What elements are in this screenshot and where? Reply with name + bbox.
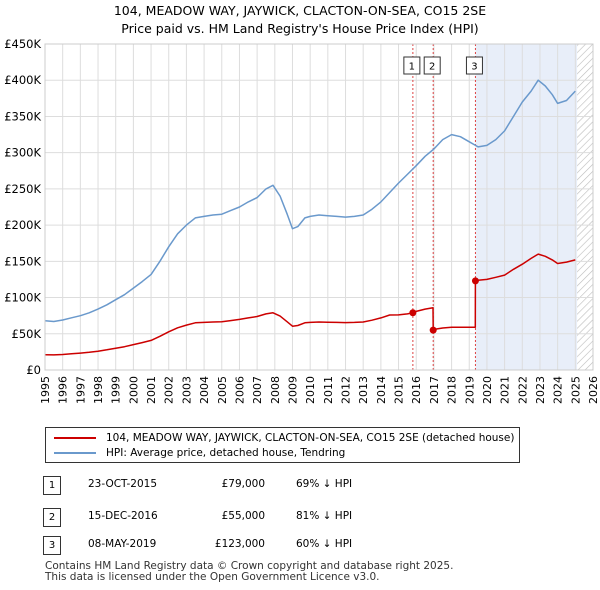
x-tick-label: 2003 [180, 376, 193, 404]
transaction-number: 2 [43, 508, 61, 527]
x-tick-label: 2002 [163, 376, 176, 404]
legend-item-hpi: HPI: Average price, detached house, Tend… [54, 446, 345, 460]
x-tick-label: 2013 [357, 376, 370, 404]
transaction-hpi-diff: 60% ↓ HPI [296, 538, 353, 550]
legend-label-hpi: HPI: Average price, detached house, Tend… [106, 447, 346, 459]
legend-swatch-hpi [54, 452, 96, 454]
y-tick-label: £50K [12, 327, 42, 341]
transaction-price: £79,000 [221, 478, 265, 490]
x-tick-label: 2012 [340, 376, 353, 404]
transaction-row-3: 3 08-MAY-2019 £123,000 60% ↓ HPI [0, 536, 600, 556]
sale-marker-label-1: 1 [409, 62, 415, 73]
sale-marker-label-2: 2 [429, 62, 435, 73]
x-tick-label: 2026 [587, 376, 600, 404]
transaction-row-2: 2 15-DEC-2016 £55,000 81% ↓ HPI [0, 508, 600, 528]
legend-swatch-property [54, 437, 96, 439]
x-tick-label: 2024 [552, 376, 565, 404]
forecast-hatched-region [577, 44, 593, 370]
chart-title-address: 104, MEADOW WAY, JAYWICK, CLACTON-ON-SEA… [113, 3, 487, 18]
sale-point-3 [471, 277, 479, 285]
hpi-series-line [44, 79, 576, 323]
x-tick-label: 2018 [446, 376, 459, 404]
price-chart: £0 £50K £100K £150K £200K £250K £300K £350K £400… [4, 37, 600, 404]
transaction-row-1: 1 23-OCT-2015 £79,000 69% ↓ HPI [0, 476, 600, 496]
legend-item-property: 104, MEADOW WAY, JAYWICK, CLACTON-ON-SEA… [54, 431, 514, 445]
x-tick-label: 2006 [233, 376, 246, 404]
sale-marker-box-3 [465, 56, 483, 75]
footer: Contains HM Land Registry data © Crown c… [45, 561, 453, 583]
y-tick-label: £400K [4, 73, 41, 87]
y-tick-label: £100K [4, 291, 41, 305]
axis-layer [44, 43, 594, 371]
x-tick-label: 2010 [304, 376, 317, 404]
sale-marker-label-3: 3 [471, 62, 477, 73]
chart-title-subtitle: Price paid vs. HM Land Registry's House … [121, 21, 479, 36]
x-tick-label: 2007 [251, 376, 264, 404]
x-tick-label: 2005 [216, 376, 229, 404]
y-tick-label: £150K [4, 254, 41, 268]
legend-label-property: 104, MEADOW WAY, JAYWICK, CLACTON-ON-SEA… [106, 432, 515, 444]
sale-point-2 [429, 326, 437, 334]
plot-frame [44, 43, 594, 371]
x-tick-label: 1995 [39, 376, 52, 404]
footer-licence: This data is licensed under the Open Gov… [45, 571, 380, 583]
y-tick-label: £450K [4, 37, 41, 51]
x-tick-label: 2000 [127, 376, 140, 404]
transaction-number: 1 [43, 476, 61, 495]
x-tick-label: 2009 [286, 376, 299, 404]
shade-layer [475, 44, 593, 370]
x-tick-label: 2025 [569, 376, 582, 404]
x-tick-label: 1997 [74, 376, 87, 404]
transaction-price: £123,000 [214, 538, 265, 550]
x-tick-label: 2011 [322, 376, 335, 404]
x-tick-label: 1996 [57, 376, 70, 404]
sale-point-1 [409, 309, 417, 317]
x-tick-label: 2008 [269, 376, 282, 404]
sale-marker-lines [412, 44, 476, 370]
footer-copyright: Contains HM Land Registry data © Crown c… [45, 560, 454, 572]
x-tick-label: 2019 [463, 376, 476, 404]
x-tick-label: 2020 [481, 376, 494, 404]
transaction-date: 08-MAY-2019 [88, 538, 157, 550]
x-tick-label: 2014 [375, 376, 388, 404]
x-tick-label: 2015 [393, 376, 406, 404]
x-tick-label: 2022 [516, 376, 529, 404]
x-tick-label: 2001 [145, 376, 158, 404]
legend: 104, MEADOW WAY, JAYWICK, CLACTON-ON-SEA… [45, 427, 520, 463]
property-series-line [44, 253, 576, 356]
y-tick-label: £350K [4, 109, 41, 123]
transaction-hpi-diff: 81% ↓ HPI [296, 510, 353, 522]
y-tick-label: £300K [4, 146, 41, 160]
x-tick-label: 2016 [410, 376, 423, 404]
transaction-hpi-diff: 69% ↓ HPI [296, 478, 353, 490]
x-tick-label: 2004 [198, 376, 211, 404]
transaction-date: 15-DEC-2016 [88, 510, 158, 522]
x-tick-label: 1999 [110, 376, 123, 404]
label-layer: £0 £50K £100K £150K £200K £250K £300K £350K £400… [4, 37, 600, 404]
transaction-price: £55,000 [221, 510, 265, 522]
x-tick-label: 2023 [534, 376, 547, 404]
y-tick-label: £0 [26, 363, 41, 377]
sale-marker-box-1 [403, 56, 421, 75]
x-tick-label: 2017 [428, 376, 441, 404]
y-tick-label: £250K [4, 182, 41, 196]
x-tick-label: 1998 [92, 376, 105, 404]
y-tick-label: £200K [4, 218, 41, 232]
transaction-date: 23-OCT-2015 [88, 478, 157, 490]
x-tick-label: 2021 [499, 376, 512, 404]
series-layer [44, 79, 576, 356]
transaction-number: 3 [43, 536, 61, 555]
post-sale-shaded-region [475, 44, 578, 370]
sale-marker-box-2 [423, 56, 441, 75]
